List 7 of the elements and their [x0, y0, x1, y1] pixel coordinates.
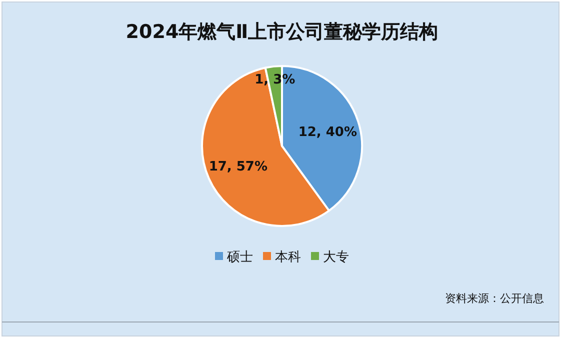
legend-label: 本科: [275, 250, 301, 265]
data-label: 12, 40%: [298, 125, 357, 140]
text: 资料来源：公开信息: [445, 292, 544, 305]
chart-title: 2024年燃气Ⅱ上市公司董秘学历结构: [126, 21, 438, 43]
data-label: 17, 57%: [208, 160, 268, 175]
legend-label: 硕士: [226, 250, 253, 265]
legend-label: 大专: [323, 250, 349, 265]
